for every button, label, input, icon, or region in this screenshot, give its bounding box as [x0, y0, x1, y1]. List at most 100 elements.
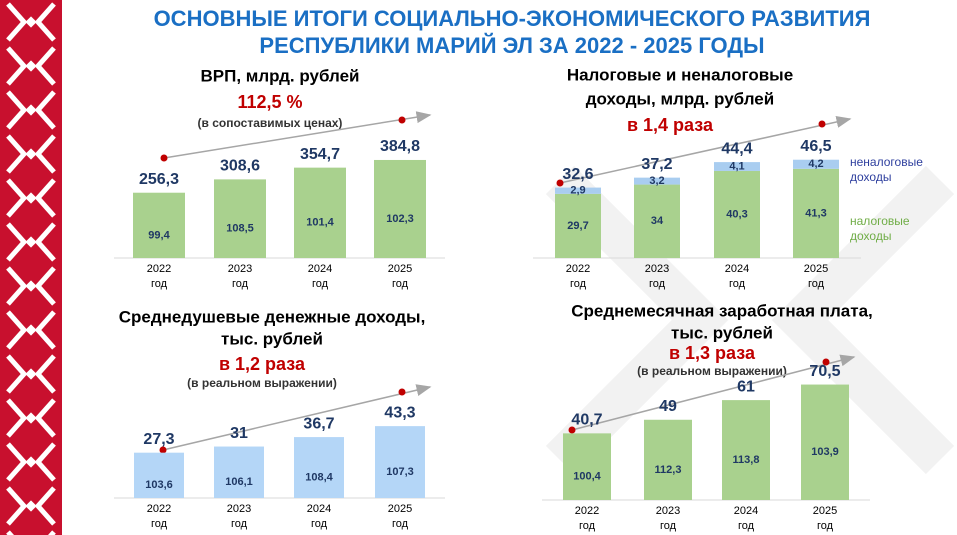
index-label: 108,5	[226, 223, 254, 235]
x-tick-label: 2023 год	[228, 263, 252, 290]
x-tick-label: 2024 год	[307, 503, 331, 530]
bar	[134, 452, 184, 498]
index-label: 99,4	[148, 229, 170, 241]
value-label: 40,7	[571, 412, 602, 429]
value-label: 308,6	[220, 158, 260, 175]
x-tick-label: 2022 год	[566, 263, 590, 290]
total-label: 46,5	[800, 138, 831, 155]
annotation: в 1,3 раза	[669, 343, 756, 363]
value-label: 43,3	[384, 404, 415, 421]
page-title: ОСНОВНЫЕ ИТОГИ СОЦИАЛЬНО-ЭКОНОМИЧЕСКОГО …	[154, 6, 871, 31]
annotation: в 1,2 раза	[219, 354, 306, 374]
annotation: 112,5 %	[237, 92, 302, 112]
annotation: в 1,4 раза	[627, 115, 714, 135]
total-label: 37,2	[641, 156, 672, 173]
background-ornament	[545, 165, 955, 475]
value-label: 70,5	[809, 363, 840, 380]
x-tick-label: 2022 год	[147, 503, 171, 530]
segment-label: 40,3	[726, 208, 747, 220]
trend-arrow	[559, 116, 852, 184]
bar	[374, 159, 426, 258]
bar-segment	[634, 184, 680, 258]
total-label: 32,6	[562, 166, 593, 183]
index-label: 100,4	[573, 471, 601, 483]
x-tick-label: 2025 год	[804, 263, 828, 290]
index-label: 112,3	[655, 464, 682, 476]
page-title: РЕСПУБЛИКИ МАРИЙ ЭЛ ЗА 2022 - 2025 ГОДЫ	[259, 33, 764, 58]
index-label: 113,8	[733, 454, 760, 466]
chart-title: тыс. рублей	[221, 329, 323, 348]
segment-label: 2,9	[570, 185, 585, 197]
trend-dot	[818, 120, 826, 128]
chart-title: доходы, млрд. рублей	[586, 89, 774, 108]
x-tick-label: 2025 год	[388, 503, 412, 530]
bar-segment	[555, 187, 601, 194]
trend-dot	[160, 154, 168, 162]
bar-segment	[714, 170, 760, 258]
chart-title: Налоговые и неналоговые	[567, 65, 793, 84]
x-tick-label: 2025 год	[813, 505, 837, 532]
index-label: 101,4	[306, 217, 334, 229]
value-label: 27,3	[143, 431, 174, 448]
bar	[294, 437, 344, 498]
value-label: 256,3	[139, 171, 179, 188]
index-label: 103,9	[811, 446, 839, 458]
trend-arrow	[163, 111, 432, 159]
segment-label: 41,3	[805, 207, 826, 219]
trend-dot	[556, 179, 564, 187]
segment-label: 3,2	[649, 175, 664, 187]
chart-title: ВРП, млрд. рублей	[200, 66, 359, 85]
bar	[133, 192, 185, 258]
bar	[563, 433, 611, 500]
value-label: 49	[659, 398, 677, 415]
bar	[801, 384, 849, 500]
x-tick-label: 2023 год	[645, 263, 669, 290]
bar-segment	[793, 168, 839, 258]
segment-label: 29,7	[567, 220, 588, 232]
bar-segment	[555, 193, 601, 258]
bar-segment	[714, 162, 760, 171]
bar-segment	[634, 177, 680, 185]
index-label: 106,1	[225, 476, 253, 488]
index-label: 103,6	[145, 479, 173, 491]
bar	[214, 179, 266, 258]
segment-label: 4,2	[808, 158, 823, 170]
bar	[722, 400, 770, 500]
segment-label: 34	[651, 215, 664, 227]
value-label: 354,7	[300, 146, 340, 163]
index-label: 102,3	[386, 213, 414, 225]
trend-dot	[159, 446, 167, 454]
note: (в сопоставимых ценах)	[198, 116, 343, 130]
value-label: 31	[230, 425, 248, 442]
bar	[644, 419, 692, 500]
value-label: 384,8	[380, 138, 420, 155]
bar-segment	[793, 159, 839, 169]
x-tick-label: 2024 год	[308, 263, 332, 290]
trend-arrow	[571, 354, 856, 431]
bar	[375, 426, 425, 498]
index-label: 107,3	[386, 466, 414, 478]
bar	[294, 167, 346, 258]
bar	[214, 446, 264, 498]
segment-label: 4,1	[729, 160, 744, 172]
x-tick-label: 2023 год	[227, 503, 251, 530]
trend-dot	[822, 358, 830, 366]
value-label: 61	[737, 378, 755, 395]
note: (в реальном выражении)	[637, 364, 787, 378]
ornament	[0, 0, 62, 535]
chart-title: Среднемесячная заработная плата,	[571, 301, 873, 320]
x-tick-label: 2022 год	[575, 505, 599, 532]
total-label: 44,4	[721, 140, 752, 157]
x-tick-label: 2022 год	[147, 263, 171, 290]
chart-title: тыс. рублей	[671, 323, 773, 342]
x-tick-label: 2025 год	[388, 263, 412, 290]
value-label: 36,7	[303, 415, 334, 432]
trend-dot	[568, 426, 576, 434]
trend-dot	[398, 388, 406, 396]
index-label: 108,4	[305, 471, 333, 483]
x-tick-label: 2023 год	[656, 505, 680, 532]
x-tick-label: 2024 год	[734, 505, 758, 532]
trend-dot	[398, 116, 406, 124]
note: (в реальном выражении)	[187, 376, 337, 390]
